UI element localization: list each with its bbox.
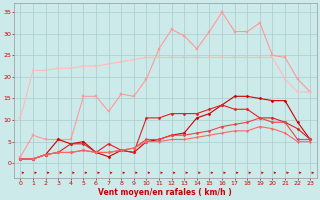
X-axis label: Vent moyen/en rafales ( km/h ): Vent moyen/en rafales ( km/h ) [99,188,232,197]
